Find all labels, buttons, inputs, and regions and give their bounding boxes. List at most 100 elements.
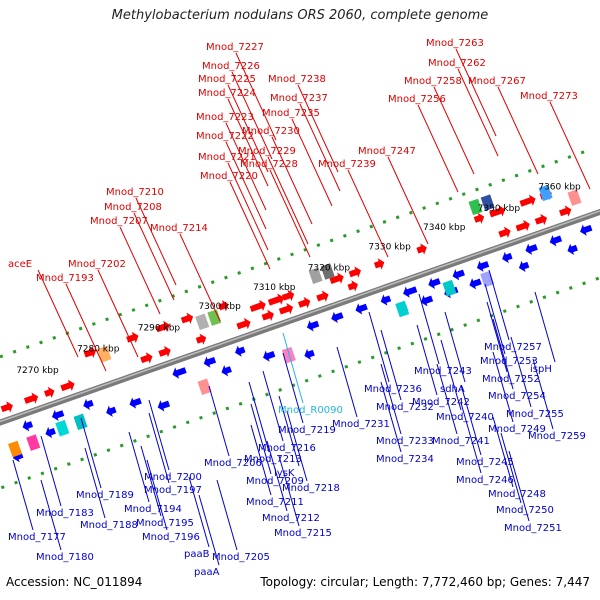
gene-label-top: Mnod_7222 — [196, 131, 254, 142]
feature-box — [395, 300, 410, 318]
gene-leader-line — [148, 399, 170, 471]
gene-label-bottom: Mnod_7252 — [482, 374, 540, 385]
axis-tick-label: 7310 kbp — [253, 283, 296, 293]
forward-gene-arrow — [140, 352, 153, 364]
gene-label-top: Mnod_7225 — [198, 74, 256, 85]
gene-leader-line — [433, 86, 475, 175]
gene-label-bottom: Mnod_7251 — [504, 523, 562, 534]
forward-gene-arrow — [498, 226, 511, 238]
reverse-gene-arrow — [420, 295, 434, 307]
reverse-gene-arrow-shape — [428, 277, 441, 289]
forward-gene-arrow — [329, 272, 344, 284]
gene-leader-line — [387, 156, 429, 245]
gene-leader-line — [12, 459, 34, 531]
feature-box — [480, 194, 495, 211]
reverse-gene-arrow-shape — [549, 235, 563, 247]
accession-text: Accession: NC_011894 — [6, 575, 143, 589]
reverse-gene-arrow — [45, 426, 56, 439]
forward-gene-arrow-shape — [534, 213, 548, 226]
forward-gene-arrow-shape — [140, 352, 153, 364]
reverse-gene-arrow-shape — [306, 320, 320, 332]
gene-label-bottom: Mnod_7250 — [496, 505, 554, 516]
gene-leader-line — [417, 104, 459, 193]
forward-gene-arrow — [534, 213, 548, 226]
gene-label-bottom: sdhA — [440, 384, 465, 395]
gene-leader-line — [418, 293, 440, 365]
gene-label-top: Mnod_7223 — [196, 112, 254, 123]
gene-leader-line — [534, 291, 556, 363]
feature-box — [55, 419, 70, 437]
gene-leader-line — [299, 103, 341, 192]
gene-leader-line — [380, 381, 402, 453]
reverse-gene-arrow — [235, 345, 246, 357]
gene-leader-line — [135, 197, 177, 286]
feature-box — [320, 263, 335, 280]
gene-leader-line — [267, 156, 309, 245]
forward-gene-arrow-shape — [218, 300, 229, 312]
reverse-gene-arrow — [476, 260, 490, 272]
gene-label-bottom: paaB — [184, 549, 210, 560]
gene-leader-line — [40, 479, 62, 551]
gene-leader-line — [80, 417, 102, 489]
reverse-gene-arrow — [52, 409, 65, 422]
gene-label-bottom: Mnod_7177 — [8, 532, 66, 543]
gene-leader-line — [532, 358, 554, 430]
gene-leader-line — [229, 181, 271, 270]
gene-leader-line — [65, 283, 107, 372]
reverse-gene-arrow — [380, 294, 392, 306]
gene-leader-line — [297, 84, 339, 173]
gene-label-bottom: Mnod_7212 — [262, 513, 320, 524]
forward-gene-arrow-shape — [347, 280, 358, 292]
reverse-gene-arrow-shape — [304, 348, 315, 361]
gene-label-top: Mnod_7226 — [202, 61, 260, 72]
reverse-gene-arrow — [263, 350, 276, 362]
forward-gene-arrow — [278, 302, 294, 315]
gene-label-top: Mnod_7262 — [428, 58, 486, 69]
gene-label-bottom: Mnod_7216 — [258, 443, 316, 454]
gene-label-top: Mnod_7224 — [198, 88, 256, 99]
feature-box — [468, 198, 483, 216]
gene-leader-line — [444, 311, 466, 383]
gene-label-top: Mnod_7202 — [68, 259, 126, 270]
forward-gene-arrow-shape — [281, 289, 295, 302]
gene-leader-line — [119, 226, 161, 315]
gene-leader-line — [231, 71, 273, 160]
forward-gene-arrow-shape — [126, 331, 139, 344]
reverse-gene-arrow-shape — [403, 286, 418, 298]
gene-label-bottom: Mnod_7249 — [488, 424, 546, 435]
gene-label-bottom: Mnod_7243 — [414, 366, 472, 377]
forward-gene-arrow — [373, 258, 385, 270]
forward-gene-arrow-shape — [416, 243, 427, 255]
gene-leader-line — [278, 455, 300, 527]
gene-leader-line — [500, 432, 522, 504]
gene-leader-line — [235, 52, 277, 141]
axis-tick-label: 7270 kbp — [16, 366, 59, 376]
forward-gene-arrow-shape — [236, 317, 251, 330]
gene-label-top: Mnod_7230 — [242, 126, 300, 137]
forward-gene-arrow-shape — [519, 194, 536, 207]
gene-label-top: Mnod_7273 — [520, 91, 578, 102]
reverse-gene-arrow-shape — [203, 356, 217, 368]
forward-gene-arrow-shape — [261, 309, 274, 322]
feature-box — [195, 313, 210, 331]
gene-leader-line — [216, 479, 238, 551]
gene-label-bottom: Mnod_7233 — [376, 436, 434, 447]
gene-leader-line — [497, 86, 539, 175]
gene-leader-line — [416, 324, 438, 396]
reverse-gene-arrow-shape — [52, 409, 65, 422]
gene-leader-line — [460, 402, 482, 474]
reverse-gene-arrow — [83, 398, 94, 411]
forward-gene-arrow — [249, 299, 266, 312]
axis-tick-label: 7340 kbp — [423, 223, 466, 233]
forward-gene-arrow-shape — [195, 333, 207, 345]
forward-gene-arrow — [347, 280, 358, 292]
gene-label-bottom: Mnod_7211 — [246, 497, 304, 508]
reverse-gene-arrow — [518, 260, 530, 273]
gene-label-bottom: Mnod_7205 — [212, 552, 270, 563]
reverse-gene-arrow — [525, 243, 538, 255]
gene-label-top: aceE — [8, 259, 32, 270]
feature-box — [97, 345, 112, 363]
forward-gene-arrow-shape — [60, 379, 75, 392]
reverse-gene-arrow — [580, 224, 593, 236]
